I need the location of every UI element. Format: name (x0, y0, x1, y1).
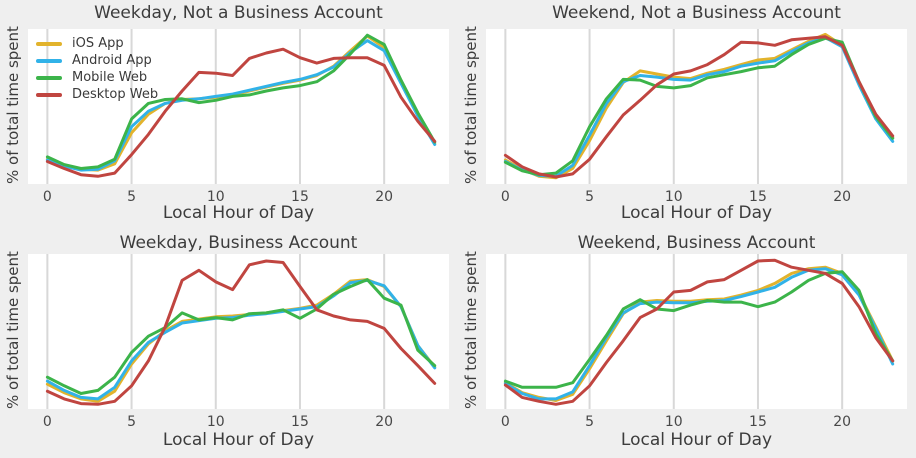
chart-title: Weekend, Business Account (577, 233, 816, 253)
x-tick-label: 0 (43, 189, 52, 205)
x-tick-label: 0 (501, 414, 510, 430)
x-tick-label: 15 (291, 414, 309, 430)
x-tick-label: 0 (501, 189, 510, 205)
legend-item-ios-app: iOS App (36, 35, 158, 52)
plot-area: 0 5 10 15 20 (486, 254, 907, 430)
series-line-desktop-web (503, 258, 895, 406)
x-tick-label: 10 (207, 414, 225, 430)
series-line-mobile-web (45, 278, 437, 395)
legend-label-ios-app: iOS App (72, 36, 124, 51)
x-tick-label: 5 (127, 189, 136, 205)
x-axis-label: Local Hour of Day (162, 203, 315, 223)
series-line-android-app (45, 39, 437, 172)
plot-area: 0 5 10 15 20 (486, 29, 907, 205)
chart-title: Weekend, Not a Business Account (552, 3, 841, 23)
x-axis-label: Local Hour of Day (162, 430, 315, 450)
x-tick-label: 10 (665, 414, 683, 430)
y-axis-label: % of total time spent (462, 251, 480, 409)
chart-weekend-business: Weekend, Business Account % of total tim… (458, 229, 916, 458)
legend-swatch-desktop-web (36, 92, 62, 97)
legend-label-desktop-web: Desktop Web (72, 87, 159, 102)
series-line-desktop-web (503, 35, 895, 179)
legend-swatch-ios-app (36, 41, 62, 46)
plot-area: 0 5 10 15 20 (28, 29, 449, 205)
legend-swatch-mobile-web (36, 75, 62, 80)
x-tick-label: 5 (585, 414, 594, 430)
x-tick-label: 15 (749, 189, 767, 205)
legend-label-mobile-web: Mobile Web (72, 70, 148, 85)
legend-item-desktop-web: Desktop Web (36, 86, 158, 103)
x-tick-label: 10 (207, 189, 225, 205)
plot-background (486, 29, 907, 184)
x-tick-label: 0 (43, 414, 52, 430)
chart-weekend-not-business: Weekend, Not a Business Account % of tot… (458, 0, 916, 229)
x-tick-label: 20 (833, 414, 851, 430)
y-axis-label: % of total time spent (4, 251, 22, 409)
plot-background (28, 29, 449, 184)
x-tick-label: 10 (665, 189, 683, 205)
x-tick-label: 15 (749, 414, 767, 430)
x-tick-label: 5 (585, 189, 594, 205)
x-tick-label: 20 (375, 189, 393, 205)
series-line-desktop-web (45, 47, 437, 178)
y-axis-label: % of total time spent (462, 26, 480, 184)
chart-weekday-business: Weekday, Business Account % of total tim… (0, 229, 458, 458)
x-tick-label: 5 (127, 414, 136, 430)
legend: iOS App Android App Mobile Web Desktop W… (36, 35, 158, 103)
legend-swatch-android-app (36, 58, 62, 63)
chart-title: Weekday, Business Account (119, 233, 358, 253)
x-tick-label: 20 (833, 189, 851, 205)
series-line-mobile-web (503, 270, 895, 389)
x-axis-label: Local Hour of Day (620, 430, 773, 450)
legend-item-mobile-web: Mobile Web (36, 69, 158, 86)
y-axis-label: % of total time spent (4, 26, 22, 184)
x-tick-label: 15 (291, 189, 309, 205)
plot-area: 0 5 10 15 20 (28, 254, 449, 430)
x-tick-label: 20 (375, 414, 393, 430)
series-line-mobile-web (45, 33, 437, 170)
chart-weekday-not-business: Weekday, Not a Business Account % of tot… (0, 0, 458, 229)
chart-title: Weekday, Not a Business Account (94, 3, 383, 23)
x-axis-label: Local Hour of Day (620, 203, 773, 223)
series-line-desktop-web (45, 259, 437, 406)
legend-item-android-app: Android App (36, 52, 158, 69)
legend-label-android-app: Android App (72, 53, 152, 68)
